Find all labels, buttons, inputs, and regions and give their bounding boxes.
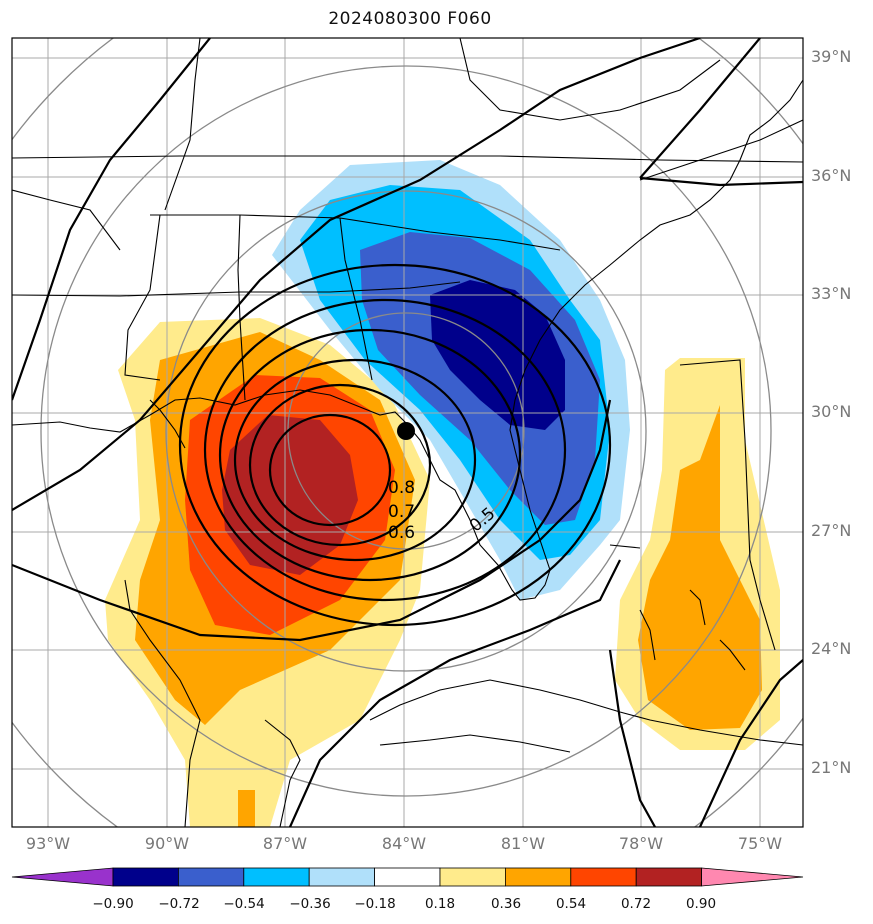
lon-label: 75°W — [737, 834, 783, 853]
chart-title: 2024080300 F060 — [328, 9, 492, 29]
lon-label: 84°W — [381, 834, 427, 853]
shading-negative-northeast — [272, 160, 630, 600]
contour-lines — [12, 38, 803, 827]
colorbar-tick-label: 0.36 — [490, 896, 522, 912]
colorbar-segment — [177, 867, 245, 887]
colorbar-segment — [243, 867, 310, 887]
colorbar-tick-label: −0.36 — [289, 896, 331, 912]
lat-label: 27°N — [811, 521, 852, 540]
contour-label: 0.7 — [388, 502, 415, 522]
lat-label: 21°N — [811, 758, 852, 777]
lat-label: 33°N — [811, 284, 852, 303]
colorbar-tick-label: 0.18 — [424, 896, 456, 912]
colorbar — [11, 867, 804, 887]
colorbar-segment — [635, 867, 703, 887]
colorbar-segment — [308, 867, 376, 887]
colorbar-segment — [504, 867, 572, 887]
lat-label: 39°N — [811, 47, 852, 66]
lon-label: 81°W — [500, 834, 546, 853]
colorbar-tick-label: −0.18 — [354, 896, 396, 912]
lon-label: 87°W — [262, 834, 308, 853]
shading-positive-east — [615, 358, 780, 750]
plot-frame — [11, 37, 804, 828]
lon-label: 90°W — [144, 834, 190, 853]
colorbar-tick-label: −0.72 — [158, 896, 200, 912]
contour-label: 0.8 — [388, 478, 415, 498]
lat-label: 24°N — [811, 639, 852, 658]
contour-label: 0.6 — [388, 523, 415, 543]
lat-label: 30°N — [811, 402, 852, 421]
colorbar-tick-label: −0.90 — [92, 896, 134, 912]
lon-label: 93°W — [25, 834, 71, 853]
colorbar-tick-label: 0.54 — [555, 896, 587, 912]
colorbar-tick-label: 0.90 — [685, 896, 717, 912]
colorbar-segment — [11, 867, 114, 887]
lon-label: 78°W — [618, 834, 664, 853]
colorbar-tick-label: −0.54 — [223, 896, 265, 912]
colorbar-segment — [439, 867, 506, 887]
colorbar-segment — [374, 867, 441, 887]
lat-label: 36°N — [811, 166, 852, 185]
colorbar-tick-label: 0.72 — [620, 896, 652, 912]
colorbar-segment — [570, 867, 637, 887]
storm-center-marker — [397, 422, 415, 440]
colorbar-segment — [112, 867, 179, 887]
coastlines — [12, 38, 803, 827]
colorbar-segment — [701, 867, 804, 887]
